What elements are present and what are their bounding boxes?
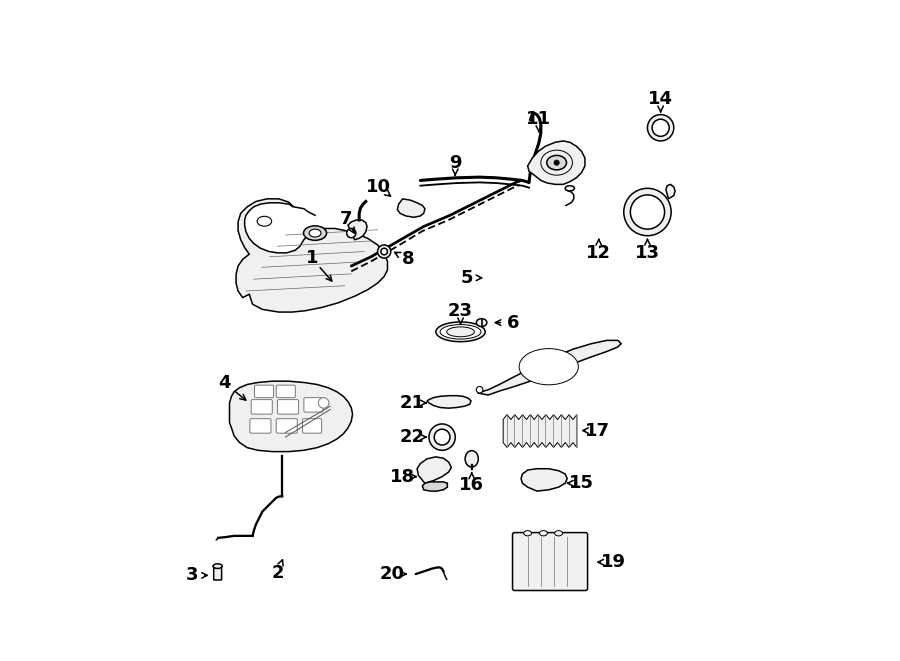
Text: 16: 16 xyxy=(459,476,484,494)
FancyBboxPatch shape xyxy=(302,418,321,433)
Ellipse shape xyxy=(652,119,670,136)
Ellipse shape xyxy=(436,322,485,342)
Text: 4: 4 xyxy=(219,374,231,392)
Text: 13: 13 xyxy=(635,244,660,262)
Ellipse shape xyxy=(309,229,321,237)
Ellipse shape xyxy=(630,195,664,229)
Ellipse shape xyxy=(303,226,327,241)
Text: 17: 17 xyxy=(585,422,610,440)
Ellipse shape xyxy=(519,348,579,385)
Polygon shape xyxy=(417,457,451,483)
Text: 3: 3 xyxy=(185,566,198,584)
Text: 14: 14 xyxy=(648,90,673,108)
Text: 20: 20 xyxy=(380,565,405,583)
Ellipse shape xyxy=(554,531,562,536)
Text: 18: 18 xyxy=(390,467,415,486)
FancyBboxPatch shape xyxy=(250,418,271,433)
Ellipse shape xyxy=(346,229,356,238)
FancyBboxPatch shape xyxy=(276,418,297,433)
Polygon shape xyxy=(521,469,567,491)
Ellipse shape xyxy=(440,325,481,339)
Polygon shape xyxy=(422,482,447,491)
Ellipse shape xyxy=(213,564,222,568)
Text: 23: 23 xyxy=(448,302,473,320)
Ellipse shape xyxy=(624,188,671,236)
Ellipse shape xyxy=(465,451,478,467)
Ellipse shape xyxy=(647,114,674,141)
Text: 10: 10 xyxy=(366,178,392,196)
Ellipse shape xyxy=(446,327,474,336)
Text: 15: 15 xyxy=(569,474,594,492)
Polygon shape xyxy=(348,220,367,240)
FancyBboxPatch shape xyxy=(304,398,323,412)
FancyBboxPatch shape xyxy=(251,400,273,414)
Text: 1: 1 xyxy=(305,249,318,267)
FancyBboxPatch shape xyxy=(276,385,295,398)
Polygon shape xyxy=(427,396,471,408)
FancyBboxPatch shape xyxy=(512,533,588,590)
FancyBboxPatch shape xyxy=(255,385,274,398)
Polygon shape xyxy=(666,184,675,199)
Ellipse shape xyxy=(381,249,388,254)
Text: 2: 2 xyxy=(271,564,284,582)
Ellipse shape xyxy=(476,319,487,327)
FancyBboxPatch shape xyxy=(213,566,221,580)
Ellipse shape xyxy=(547,155,566,170)
Ellipse shape xyxy=(434,429,450,445)
Text: 12: 12 xyxy=(586,244,611,262)
Text: 11: 11 xyxy=(526,110,552,128)
Ellipse shape xyxy=(554,160,559,165)
Text: 7: 7 xyxy=(340,210,352,227)
Text: 19: 19 xyxy=(600,553,626,571)
Ellipse shape xyxy=(565,186,574,191)
Polygon shape xyxy=(478,340,621,395)
Text: 6: 6 xyxy=(507,313,519,332)
Text: 22: 22 xyxy=(400,428,425,446)
Ellipse shape xyxy=(539,531,547,536)
Ellipse shape xyxy=(378,245,391,258)
Ellipse shape xyxy=(257,216,272,226)
Text: 5: 5 xyxy=(461,269,473,287)
Text: 21: 21 xyxy=(400,394,425,412)
Text: 8: 8 xyxy=(401,251,414,268)
Ellipse shape xyxy=(476,387,483,393)
Polygon shape xyxy=(527,141,585,184)
Text: 9: 9 xyxy=(449,153,462,172)
Polygon shape xyxy=(236,199,388,312)
Polygon shape xyxy=(397,199,425,217)
Polygon shape xyxy=(230,381,353,451)
Ellipse shape xyxy=(524,531,532,536)
Ellipse shape xyxy=(429,424,455,450)
Ellipse shape xyxy=(319,398,328,408)
FancyBboxPatch shape xyxy=(277,400,299,414)
